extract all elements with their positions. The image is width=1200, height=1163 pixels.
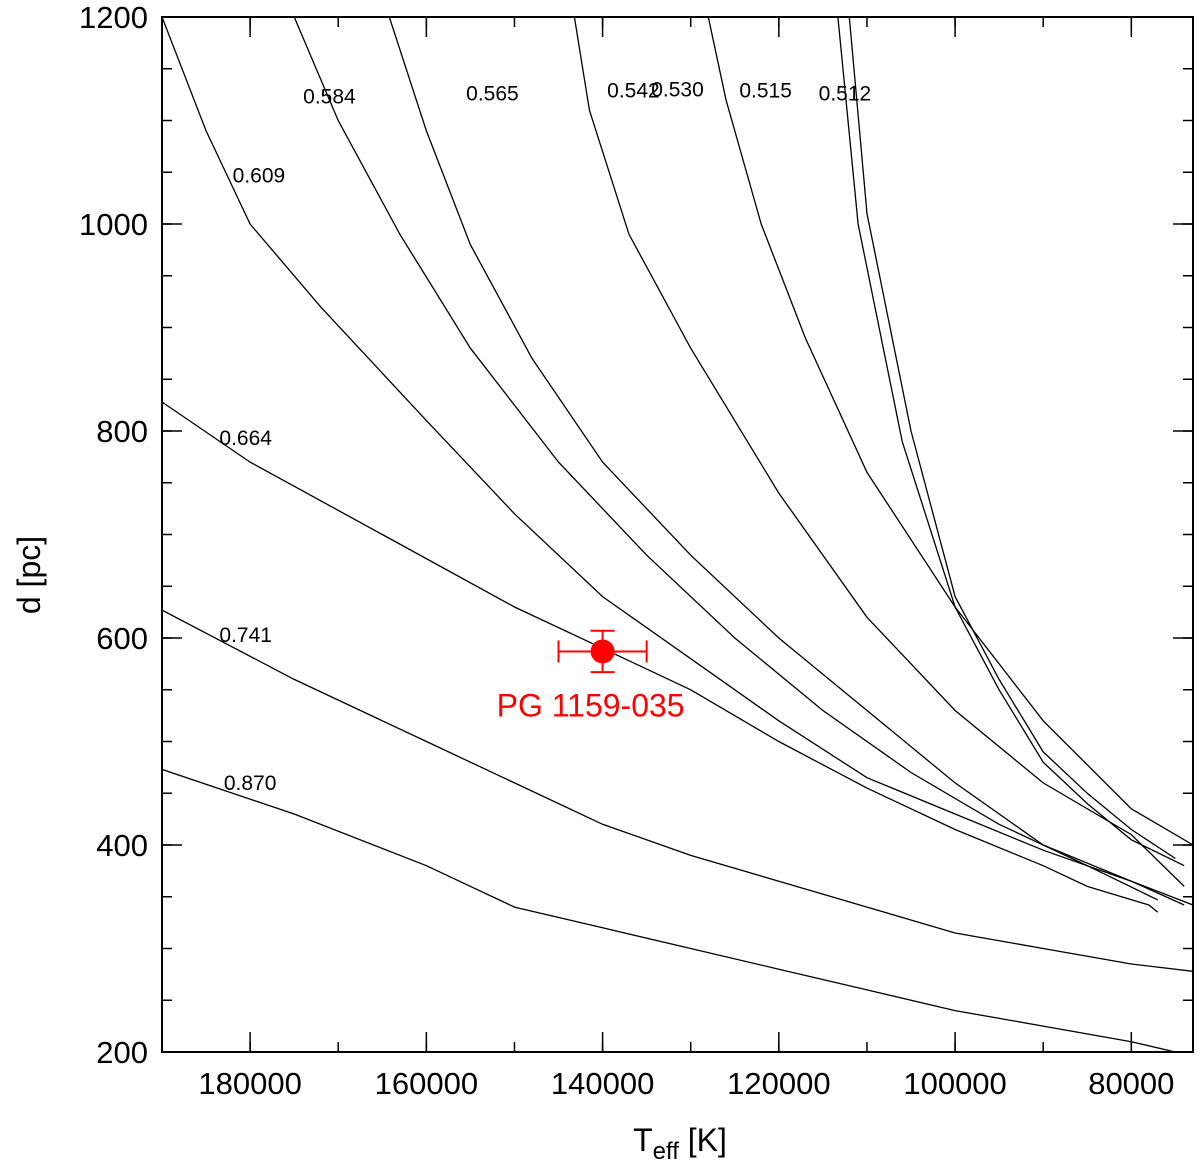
curve-label: 0.664: [219, 427, 272, 450]
x-axis-label-subscript: eff: [653, 1138, 680, 1163]
x-axis-label-unit: [K]: [679, 1122, 727, 1158]
x-tick-label: 80000: [1088, 1066, 1174, 1101]
curve-label: 0.870: [224, 772, 277, 795]
x-axis-label-main: T: [633, 1122, 653, 1158]
mass-track-0.565: [388, 17, 1193, 906]
major-ticks: [162, 16, 1193, 1053]
mass-track-0.741: [162, 609, 1193, 972]
mass-track-0.530: [707, 17, 1193, 846]
x-tick-labels: 180000 160000 140000 120000 100000 80000: [198, 1066, 1174, 1101]
mass-track-0.512: [848, 17, 1176, 860]
mass-track-0.584: [293, 17, 1159, 901]
curve-label: 0.512: [819, 83, 872, 106]
mass-track-0.870: [162, 768, 1176, 1052]
x-tick-label: 100000: [903, 1066, 1006, 1101]
y-tick-label: 1200: [79, 0, 148, 35]
x-tick-label: 120000: [727, 1066, 830, 1101]
y-tick-label: 800: [96, 414, 148, 449]
plot-frame: [161, 16, 1194, 1053]
curve-label: 0.741: [219, 624, 272, 647]
curve-label: 0.530: [651, 78, 704, 101]
curve-label: 0.515: [739, 79, 792, 102]
y-tick-labels: 200 400 600 800 1000 1200: [79, 0, 148, 1070]
x-tick-label: 160000: [375, 1066, 478, 1101]
y-axis-label: d [pc]: [11, 536, 47, 614]
pg1159-label: PG 1159-035: [497, 687, 685, 723]
y-tick-label: 400: [96, 828, 148, 863]
data-point-group: PG 1159-035: [497, 629, 685, 723]
x-tick-label: 180000: [198, 1066, 301, 1101]
mass-track-0.542: [573, 17, 1185, 887]
mass-track-0.515: [837, 17, 1185, 867]
curves: [162, 17, 1193, 1052]
curve-label: 0.542: [607, 79, 660, 102]
y-tick-label: 600: [96, 621, 148, 656]
pg1159-data-point: [590, 639, 615, 664]
y-tick-label: 200: [96, 1035, 148, 1070]
x-tick-label: 140000: [551, 1066, 654, 1101]
minor-ticks: [161, 16, 1193, 1053]
curve-label: 0.609: [233, 164, 286, 187]
mass-track-0.664: [162, 401, 1159, 913]
y-tick-label: 1000: [79, 207, 148, 242]
mass-track-0.609: [162, 17, 1185, 906]
x-axis-label: Teff [K]: [633, 1122, 727, 1163]
curve-label: 0.584: [303, 86, 356, 109]
curve-label: 0.565: [466, 83, 519, 106]
